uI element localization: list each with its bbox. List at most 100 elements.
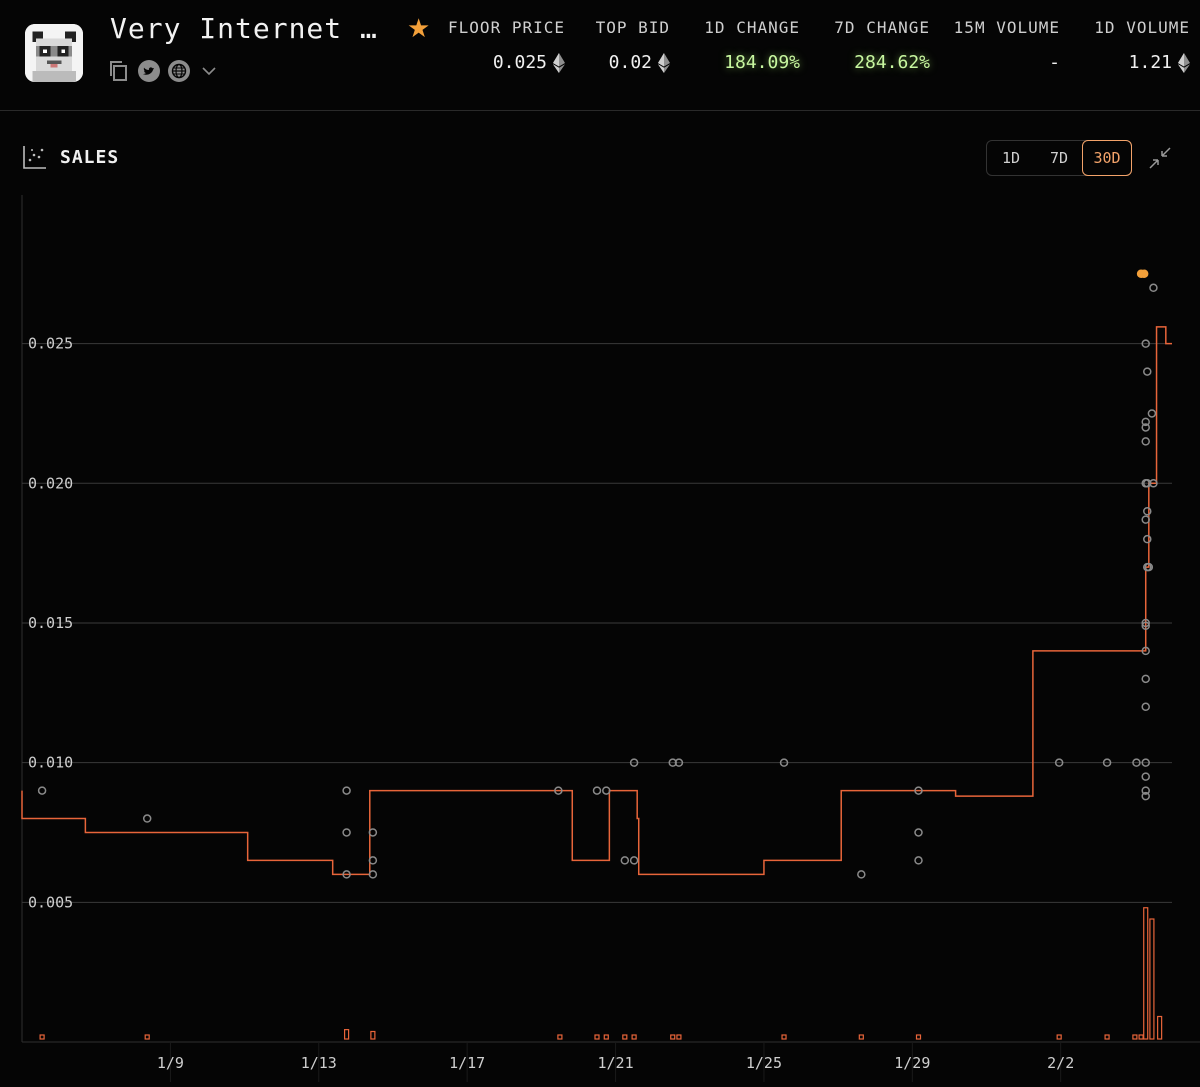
- sale-point: [342, 828, 351, 837]
- sale-point: [1149, 283, 1158, 293]
- sale-point: [342, 870, 351, 879]
- sale-point: [368, 828, 378, 837]
- stat-value-row: 284.62%: [834, 52, 930, 73]
- stat-value-row: -: [954, 52, 1060, 73]
- sale-point: [1141, 621, 1150, 631]
- x-tick-label: 2/2: [1047, 1054, 1074, 1072]
- y-tick-label: 0.020: [28, 474, 73, 492]
- volume-bar: [1104, 1034, 1110, 1040]
- sale-point: [629, 758, 639, 767]
- stat-label: 15M VOLUME: [953, 18, 1060, 37]
- sale-point: [1149, 479, 1158, 488]
- sale-point: [1143, 479, 1152, 488]
- volume-bar: [343, 1029, 350, 1040]
- sale-point: [674, 758, 684, 767]
- volume-bar: [1157, 1015, 1163, 1040]
- volume-bar: [670, 1034, 676, 1040]
- sale-point: [1141, 791, 1150, 801]
- sale-point: [1143, 506, 1152, 516]
- sale-point: [1144, 562, 1154, 572]
- volume-bar: [858, 1034, 864, 1040]
- sale-point: [1141, 417, 1150, 427]
- volume-bar: [594, 1034, 600, 1040]
- x-tick-label: 1/21: [597, 1054, 633, 1072]
- volume-bar: [603, 1034, 609, 1040]
- range-button-30d[interactable]: 30D: [1082, 140, 1132, 176]
- sale-point: [1141, 786, 1150, 795]
- chevron-down-icon[interactable]: [198, 60, 220, 82]
- sale-point: [1141, 758, 1150, 767]
- sale-point: [629, 856, 639, 865]
- stat-label: 1D VOLUME: [1094, 18, 1190, 37]
- collapse-icon[interactable]: [1146, 144, 1174, 172]
- chart-icon: [23, 146, 46, 169]
- stat-value-row: 184.09%: [704, 52, 800, 73]
- range-button-1d[interactable]: 1D: [1001, 149, 1021, 167]
- x-tick-label: 1/25: [746, 1054, 782, 1072]
- volume-bar: [631, 1034, 637, 1040]
- range-button-7d[interactable]: 7D: [1049, 149, 1069, 167]
- sale-point: [1132, 758, 1141, 767]
- sale-point: [1141, 646, 1150, 656]
- sale-point: [1147, 409, 1157, 418]
- volume-bar: [676, 1034, 682, 1040]
- x-tick-label: 1/29: [894, 1054, 930, 1072]
- eth-icon: [553, 52, 565, 73]
- volume-bar: [1149, 918, 1155, 1040]
- stat-value: 284.62%: [854, 52, 930, 73]
- sale-point: [1141, 772, 1150, 781]
- sale-point: [857, 870, 866, 879]
- sales-panel-header: SALES: [22, 144, 119, 170]
- sale-point: [342, 786, 351, 795]
- y-tick-label: 0.025: [28, 335, 73, 353]
- twitter-icon[interactable]: [138, 60, 160, 82]
- sale-point: [1141, 339, 1150, 348]
- volume-bar: [39, 1034, 45, 1040]
- sale-point: [668, 758, 677, 767]
- collection-title: Very Internet …: [110, 12, 378, 45]
- sale-point: [1143, 367, 1152, 376]
- stat-value: 0.02: [608, 52, 652, 73]
- floor-price-line: [21, 326, 1172, 876]
- stat-label: TOP BID: [595, 18, 670, 37]
- sale-point: [914, 786, 923, 795]
- sale-point: [554, 786, 563, 795]
- sale-point: [1141, 515, 1150, 524]
- sale-point: [602, 786, 611, 795]
- stat-floor-price: FLOOR PRICE 0.025: [448, 18, 565, 73]
- stat-change-1d: 1D CHANGE 184.09%: [704, 18, 800, 73]
- sale-point: [368, 870, 378, 879]
- volume-bar: [1132, 1034, 1138, 1040]
- volume-bar: [1143, 907, 1149, 1040]
- stat-value-row: 0.02: [596, 52, 670, 73]
- sale-point: [592, 786, 602, 795]
- collection-header: Very Internet …: [0, 0, 1200, 111]
- sale-point: [1141, 423, 1150, 432]
- volume-bar: [781, 1034, 787, 1040]
- x-tick-label: 1/9: [157, 1054, 184, 1072]
- collection-avatar[interactable]: [25, 24, 83, 82]
- stat-value: 0.025: [492, 52, 547, 73]
- volume-bar: [622, 1034, 628, 1040]
- globe-icon[interactable]: [168, 60, 190, 82]
- sale-point: [914, 856, 923, 865]
- volume-bar: [915, 1034, 922, 1040]
- sale-point: [914, 828, 923, 837]
- sale-point: [1102, 758, 1112, 767]
- star-icon[interactable]: ★: [407, 14, 431, 44]
- sale-point: [1143, 534, 1152, 544]
- y-tick-label: 0.010: [28, 754, 73, 772]
- stat-volume-15m: 15M VOLUME -: [954, 18, 1060, 73]
- collection-links: [108, 60, 220, 82]
- volume-bar: [557, 1034, 563, 1040]
- stat-volume-1d: 1D VOLUME 1.21: [1094, 18, 1190, 73]
- x-tick-label: 1/13: [301, 1054, 337, 1072]
- stat-change-7d: 7D CHANGE 284.62%: [834, 18, 930, 73]
- eth-icon: [658, 52, 670, 73]
- sale-point: [779, 758, 789, 767]
- sale-point: [620, 856, 630, 865]
- copy-icon[interactable]: [108, 60, 130, 82]
- stat-top-bid: TOP BID 0.02: [596, 18, 670, 73]
- sale-point: [1141, 702, 1150, 712]
- stat-label: 7D CHANGE: [834, 18, 930, 37]
